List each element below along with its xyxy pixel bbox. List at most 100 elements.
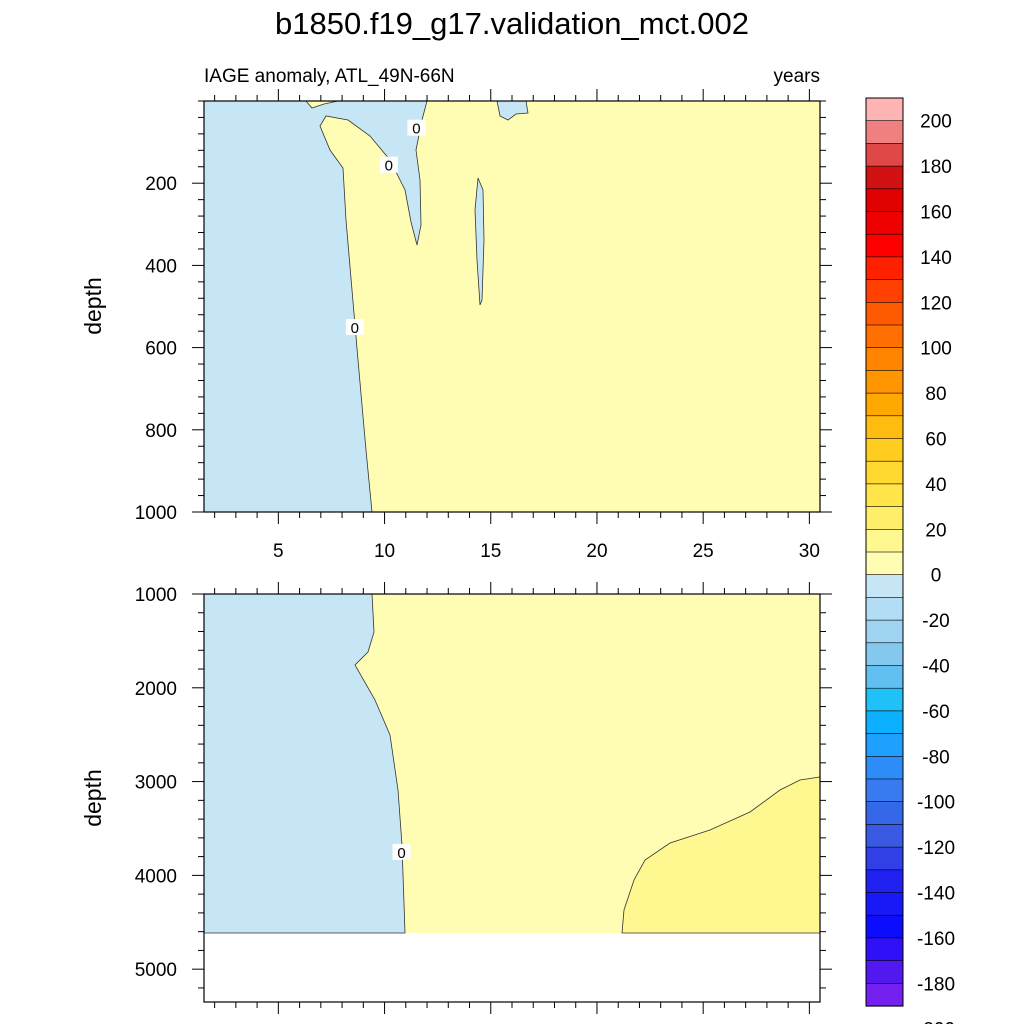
colorbar-label: 40	[925, 475, 946, 496]
colorbar-swatch	[865, 778, 904, 803]
y-tick-label: 5000	[135, 960, 177, 981]
contour-label: 0	[412, 121, 420, 138]
colorbar-swatch	[865, 846, 904, 871]
upper-y-axis-label: depth	[80, 277, 106, 335]
colorbar-swatch	[865, 506, 904, 530]
colorbar-swatch	[865, 324, 904, 349]
upper-negative-lens	[474, 177, 485, 306]
lower-y-axis-label: depth	[80, 769, 106, 827]
lower-y-ticks: 1000 2000 3000 4000 5000	[135, 585, 832, 989]
lower-contour-labels: 0	[392, 843, 411, 862]
colorbar-swatch	[865, 733, 904, 757]
colorbar-label: 100	[920, 339, 952, 360]
x-tick-label: 15	[480, 541, 501, 562]
colorbar-swatch	[865, 710, 904, 735]
lower-negative-region	[203, 593, 406, 934]
y-tick-label: 2000	[135, 679, 177, 700]
colorbar-label: -60	[922, 702, 949, 723]
contour-label-box	[407, 119, 426, 136]
colorbar-label: -200	[917, 1020, 955, 1024]
x-tick-label: 20	[586, 541, 607, 562]
colorbar-swatch	[865, 665, 904, 689]
colorbar-swatch	[865, 914, 904, 939]
colorbar-swatch	[865, 642, 904, 667]
colorbar-swatch	[865, 528, 904, 553]
y-tick-label: 1000	[135, 585, 177, 606]
y-tick-label: 200	[145, 174, 177, 195]
colorbar-swatch	[865, 301, 904, 326]
colorbar-swatch	[865, 143, 904, 167]
colorbar-swatch	[865, 347, 904, 372]
colorbar-swatch	[865, 370, 904, 394]
colorbar-label: -120	[917, 838, 955, 859]
contour-label: 0	[397, 845, 405, 862]
upper-panel: 200 400 600 800 1000 5 10 15 20 25 30 0 0 0 depth	[80, 89, 832, 562]
colorbar-swatch	[865, 97, 904, 122]
colorbar-label: 200	[920, 112, 952, 133]
lower-panel: 1000 2000 3000 4000 5000 0 depth	[80, 582, 832, 1014]
y-tick-label: 600	[145, 339, 177, 360]
colorbar-label: -140	[917, 884, 955, 905]
colorbar-swatch	[865, 415, 904, 440]
x-tick-label: 25	[693, 541, 714, 562]
upper-y-ticks: 200 400 600 800 1000	[135, 100, 832, 524]
upper-contour-labels: 0 0 0	[345, 119, 426, 337]
colorbar: 200180160140120100806040200-20-40-60-80-…	[865, 97, 955, 1024]
contour-label: 0	[351, 320, 359, 337]
colorbar-frame	[865, 97, 904, 1007]
x-tick-label: 5	[273, 541, 284, 562]
colorbar-swatch	[865, 551, 904, 576]
colorbar-swatch	[865, 960, 904, 984]
colorbar-swatch	[865, 937, 904, 962]
colorbar-label: 140	[920, 248, 952, 269]
colorbar-label: 120	[920, 293, 952, 314]
colorbar-swatch	[865, 279, 904, 303]
y-tick-label: 1000	[135, 503, 177, 524]
chart-title: b1850.f19_g17.validation_mct.002	[275, 6, 749, 41]
colorbar-swatch	[865, 256, 904, 281]
colorbar-swatch	[865, 438, 904, 462]
colorbar-swatch	[865, 687, 904, 712]
x-tick-label: 10	[374, 541, 395, 562]
upper-x-ticks: 5 10 15 20 25 30	[214, 89, 820, 562]
colorbar-swatch	[865, 165, 904, 190]
colorbar-swatch	[865, 619, 904, 644]
contour-label-box	[392, 843, 411, 860]
colorbar-label: -40	[922, 657, 949, 678]
colorbar-label: -20	[922, 611, 949, 632]
colorbar-label: -160	[917, 929, 955, 950]
colorbar-swatch	[865, 892, 904, 916]
colorbar-label: -180	[917, 974, 955, 995]
colorbar-label: 20	[925, 520, 946, 541]
colorbar-swatch	[865, 120, 904, 144]
contour-label-box	[379, 156, 398, 173]
y-tick-label: 4000	[135, 866, 177, 887]
y-tick-label: 400	[145, 256, 177, 277]
colorbar-swatch	[865, 824, 904, 848]
colorbar-swatch	[865, 755, 904, 780]
colorbar-swatch	[865, 597, 904, 621]
colorbar-label: 60	[925, 430, 946, 451]
colorbar-label: -80	[922, 747, 949, 768]
colorbar-label: 160	[920, 203, 952, 224]
colorbar-swatch	[865, 188, 904, 213]
contour-label-box	[345, 319, 364, 336]
colorbar-swatch	[865, 574, 904, 599]
lower-x-ticks	[214, 582, 810, 1014]
colorbar-swatch	[865, 211, 904, 235]
y-tick-label: 3000	[135, 773, 177, 794]
colorbar-swatch	[865, 869, 904, 894]
colorbar-swatch	[865, 460, 904, 485]
contour-label: 0	[385, 158, 393, 175]
colorbar-swatch	[865, 801, 904, 826]
colorbar-swatch	[865, 392, 904, 417]
subtitle-left: IAGE anomaly, ATL_49N-66N	[204, 66, 455, 87]
upper-negative-region	[203, 100, 428, 513]
colorbar-label: -100	[917, 793, 955, 814]
colorbar-swatch	[865, 233, 904, 258]
colorbar-label: 80	[925, 384, 946, 405]
colorbar-label: 180	[920, 157, 952, 178]
x-tick-label: 30	[799, 541, 820, 562]
colorbar-swatch	[865, 483, 904, 508]
